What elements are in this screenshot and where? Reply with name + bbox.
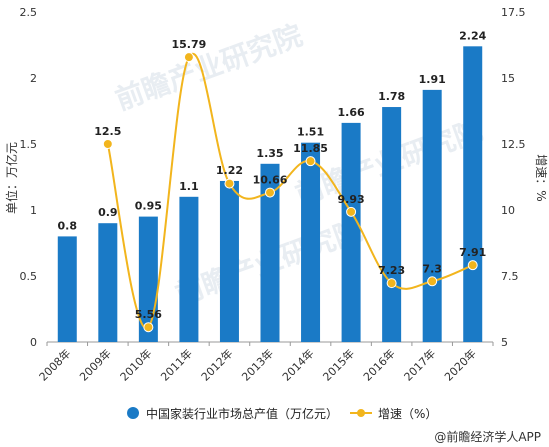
line-value-label: 10.66 <box>253 174 288 187</box>
bar-value-label: 1.22 <box>216 164 243 177</box>
line-value-label: 7.23 <box>378 264 405 277</box>
y-tick-right: 10 <box>501 204 515 217</box>
line-point <box>386 278 397 289</box>
bar <box>179 196 199 342</box>
bar-value-label: 0.9 <box>98 206 118 219</box>
y-tick-left: 1 <box>30 204 37 217</box>
bar <box>463 46 483 342</box>
x-tick-label: 2017年 <box>401 346 438 383</box>
y-axis-title-right: 增速：% <box>534 154 548 201</box>
y-tick-right: 15 <box>501 72 515 85</box>
line-value-label: 9.93 <box>338 193 365 206</box>
y-tick-left: 2.5 <box>20 6 38 19</box>
y-tick-left: 0.5 <box>20 270 38 283</box>
legend: 中国家装行业市场总产值（万亿元） 增速（%） <box>127 406 437 421</box>
line-value-label: 5.56 <box>135 308 162 321</box>
line-point <box>102 139 113 149</box>
x-tick-label: 2010年 <box>117 346 154 383</box>
x-tick-label: 2012年 <box>198 346 235 383</box>
bar <box>341 122 361 342</box>
bar-value-label: 1.51 <box>297 126 324 139</box>
line-value-label: 7.91 <box>459 246 486 259</box>
bar <box>422 89 442 342</box>
bar-value-label: 0.8 <box>58 219 78 232</box>
bar <box>219 180 239 342</box>
data-labels: 0.8 0.9 0.95 1.1 1.22 1.35 1.51 1.66 1.78 1.91 2.2… <box>58 29 487 321</box>
bar-value-label: 1.91 <box>419 73 446 86</box>
bar-value-label: 1.78 <box>378 90 405 103</box>
bar-value-label: 2.24 <box>459 29 486 42</box>
x-tick-label: 2016年 <box>360 346 397 383</box>
bar <box>57 236 77 342</box>
bar <box>260 163 280 342</box>
x-tick-label: 2020年 <box>441 346 478 383</box>
legend-line-marker <box>357 409 365 417</box>
x-tick-label: 2008年 <box>36 346 73 383</box>
bar <box>301 142 321 342</box>
bar-value-label: 0.95 <box>135 200 162 213</box>
x-tick-label: 2013年 <box>239 346 276 383</box>
line-value-label: 11.85 <box>293 142 328 155</box>
y-tick-right: 5 <box>501 336 508 349</box>
line-point <box>427 276 438 287</box>
line-point <box>346 206 357 217</box>
line-point <box>265 187 275 198</box>
bar-value-label: 1.66 <box>338 106 365 119</box>
y-tick-left: 2 <box>30 72 37 85</box>
x-tick-label: 2014年 <box>279 346 316 383</box>
y-tick-right: 12.5 <box>501 138 526 151</box>
y-tick-left: 1.5 <box>20 138 38 151</box>
line-point <box>183 52 194 63</box>
y-tick-right: 17.5 <box>501 6 526 19</box>
credit-text: @前瞻经济学人APP <box>434 429 541 444</box>
y-axis-title-left: 单位：万亿元 <box>4 142 19 214</box>
y-tick-left: 0 <box>30 336 37 349</box>
line-point <box>305 156 316 167</box>
line-point <box>467 260 478 271</box>
line-point <box>143 322 154 333</box>
legend-bar-label: 中国家装行业市场总产值（万亿元） <box>146 406 338 421</box>
x-tick-label: 2011年 <box>158 346 195 383</box>
legend-bar-marker <box>127 407 139 419</box>
bar-value-label: 1.35 <box>256 147 283 160</box>
line-series <box>102 52 478 333</box>
line-point <box>224 178 235 189</box>
bar <box>98 223 118 342</box>
line-value-label: 15.79 <box>172 38 207 51</box>
bar-value-label: 1.1 <box>179 180 199 193</box>
x-tick-label: 2009年 <box>76 346 113 383</box>
legend-line-label: 增速（%） <box>378 407 437 421</box>
x-tick-label: 2015年 <box>320 346 357 383</box>
bar <box>382 107 402 342</box>
y-tick-right: 7.5 <box>501 270 519 283</box>
line-value-label: 12.5 <box>94 125 121 138</box>
line-value-label: 7.3 <box>422 262 442 275</box>
